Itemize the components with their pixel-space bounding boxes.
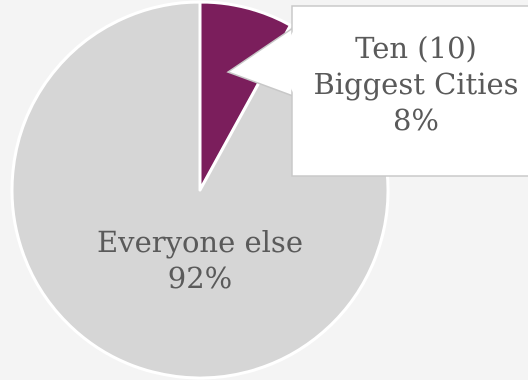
label-biggest-cities-line2: Biggest Cities [313, 67, 519, 101]
label-biggest-cities: Ten (10) Biggest Cities 8% [292, 30, 528, 138]
label-biggest-cities-line1: Ten (10) [355, 31, 477, 65]
label-biggest-cities-value: 8% [392, 103, 439, 137]
label-everyone-else-value: 92% [167, 261, 233, 295]
label-everyone-else-name: Everyone else [97, 225, 303, 259]
label-everyone-else: Everyone else 92% [80, 224, 320, 296]
callout-box [291, 5, 528, 177]
callout-seam [289, 29, 294, 95]
